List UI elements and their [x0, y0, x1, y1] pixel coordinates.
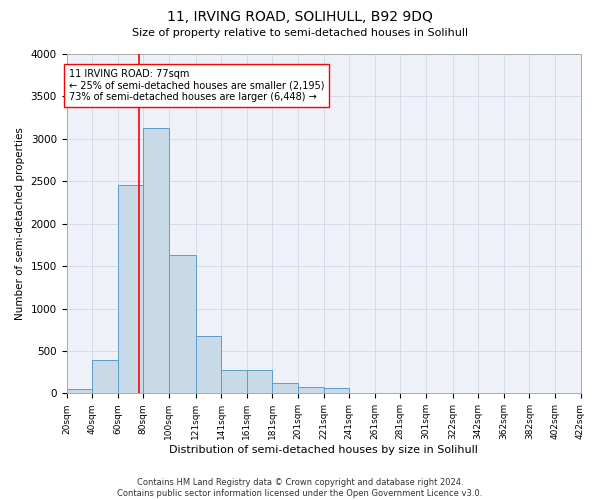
Bar	[67, 389, 92, 394]
Y-axis label: Number of semi-detached properties: Number of semi-detached properties	[15, 127, 25, 320]
Bar	[323, 388, 349, 394]
Bar	[143, 128, 169, 394]
Text: Size of property relative to semi-detached houses in Solihull: Size of property relative to semi-detach…	[132, 28, 468, 38]
Bar	[169, 255, 196, 394]
Bar	[196, 336, 221, 394]
Bar	[298, 388, 323, 394]
Text: Contains HM Land Registry data © Crown copyright and database right 2024.
Contai: Contains HM Land Registry data © Crown c…	[118, 478, 482, 498]
Bar	[221, 370, 247, 394]
Bar	[118, 186, 143, 394]
Text: 11 IRVING ROAD: 77sqm
← 25% of semi-detached houses are smaller (2,195)
73% of s: 11 IRVING ROAD: 77sqm ← 25% of semi-deta…	[69, 70, 325, 102]
X-axis label: Distribution of semi-detached houses by size in Solihull: Distribution of semi-detached houses by …	[169, 445, 478, 455]
Bar	[272, 383, 298, 394]
Bar	[92, 360, 118, 394]
Text: 11, IRVING ROAD, SOLIHULL, B92 9DQ: 11, IRVING ROAD, SOLIHULL, B92 9DQ	[167, 10, 433, 24]
Bar	[247, 370, 272, 394]
